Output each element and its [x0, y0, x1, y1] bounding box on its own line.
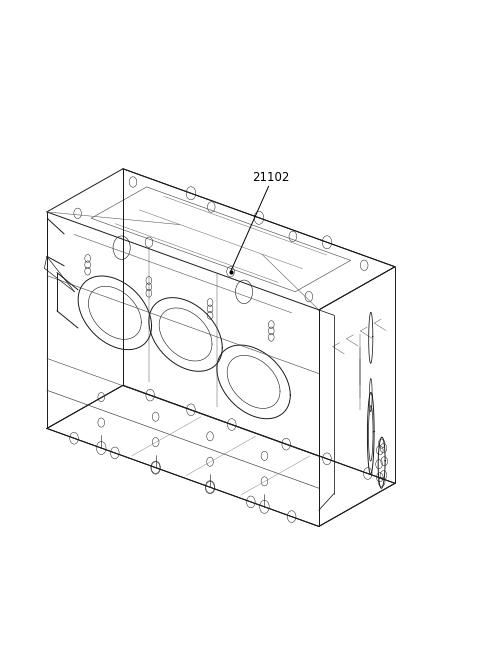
Text: 21102: 21102: [252, 171, 290, 184]
